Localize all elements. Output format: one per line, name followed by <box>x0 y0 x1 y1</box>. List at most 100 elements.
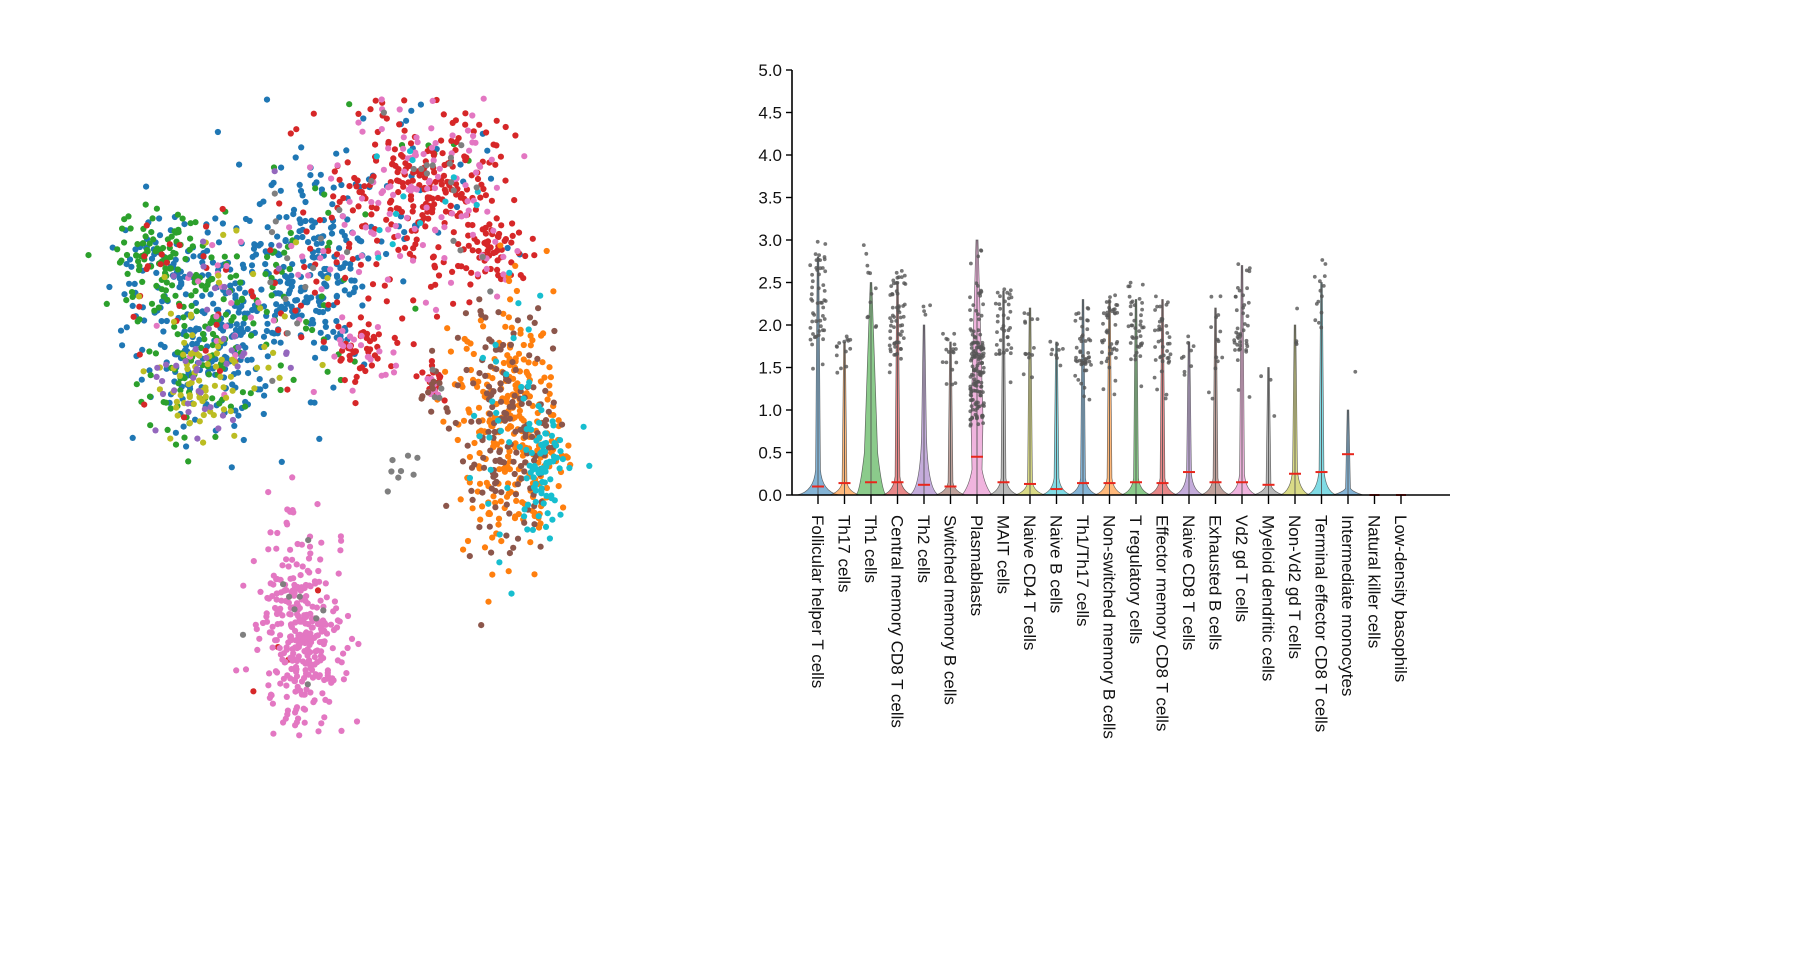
umap-point <box>330 184 337 191</box>
violin-point <box>894 281 898 285</box>
umap-point <box>431 394 438 401</box>
umap-point <box>349 207 356 214</box>
umap-point <box>281 587 288 594</box>
violin-point <box>968 295 972 300</box>
umap-point <box>457 194 464 201</box>
violin-point <box>979 380 984 385</box>
umap-point <box>418 395 425 402</box>
umap-point <box>496 448 503 456</box>
umap-point <box>344 612 352 620</box>
umap-point <box>139 278 146 285</box>
umap-point <box>493 215 500 222</box>
umap-point <box>487 447 494 454</box>
violin-bodies <box>796 239 1364 496</box>
umap-point <box>292 239 300 246</box>
umap-point <box>330 677 337 684</box>
umap-point <box>422 299 429 306</box>
umap-point <box>544 510 551 517</box>
umap-point <box>263 96 271 103</box>
umap-point <box>276 374 283 381</box>
umap-point <box>181 375 188 382</box>
umap-point <box>268 182 275 189</box>
x-tick-label: T regulatory cells <box>1126 515 1145 644</box>
umap-point <box>512 444 519 451</box>
umap-point <box>182 255 189 263</box>
violin-point <box>945 337 950 342</box>
umap-point <box>490 388 497 395</box>
umap-point <box>531 521 538 528</box>
umap-point <box>529 433 536 440</box>
umap-point <box>128 289 136 296</box>
violin-point <box>972 368 977 373</box>
umap-point <box>525 400 533 407</box>
umap-point <box>437 373 444 380</box>
violin-point <box>950 382 955 387</box>
umap-point <box>204 247 211 254</box>
umap-point <box>127 225 134 232</box>
umap-point <box>556 437 564 444</box>
umap-point <box>506 403 513 410</box>
umap-point <box>152 427 159 434</box>
violin-point <box>1002 287 1007 292</box>
umap-point <box>549 516 556 523</box>
umap-point <box>461 153 468 160</box>
umap-point <box>239 389 246 396</box>
violin-point <box>1321 284 1326 288</box>
umap-point <box>433 313 441 320</box>
umap-point <box>436 165 443 172</box>
umap-point <box>344 159 351 166</box>
violin-point <box>1127 294 1132 299</box>
umap-point <box>425 389 432 396</box>
umap-point <box>359 302 366 309</box>
umap-point <box>467 281 474 288</box>
violin-point <box>1073 373 1078 378</box>
umap-point <box>293 126 300 133</box>
umap-point <box>277 651 284 658</box>
umap-point <box>132 246 139 253</box>
umap-point <box>355 110 362 117</box>
umap-point <box>542 523 550 531</box>
umap-point <box>403 235 410 242</box>
umap-point <box>207 320 214 327</box>
umap-point <box>312 185 319 192</box>
umap-point <box>395 232 402 239</box>
umap-point <box>153 373 160 380</box>
umap-point <box>424 185 431 192</box>
umap-point <box>219 412 227 419</box>
violin-point <box>822 317 827 321</box>
umap-point <box>432 306 440 313</box>
umap-point <box>488 549 495 556</box>
umap-point <box>385 226 392 233</box>
umap-point <box>531 457 538 464</box>
umap-point <box>242 403 249 410</box>
violin-point <box>1189 348 1193 353</box>
umap-point <box>492 480 499 487</box>
umap-point <box>228 347 235 354</box>
umap-point <box>300 635 307 642</box>
violin-point <box>1189 364 1194 368</box>
violin-point <box>1233 294 1238 299</box>
umap-point <box>281 305 288 312</box>
umap-point <box>524 501 532 508</box>
umap-point <box>126 256 134 263</box>
umap-point <box>321 714 328 721</box>
umap-point <box>521 468 528 475</box>
umap-point <box>521 153 528 160</box>
umap-point <box>482 192 489 199</box>
umap-point <box>439 150 446 157</box>
umap-point <box>501 415 508 423</box>
umap-point <box>485 500 492 507</box>
umap-point <box>338 254 345 261</box>
umap-point <box>286 593 293 600</box>
umap-point <box>373 153 380 160</box>
umap-point <box>308 666 316 674</box>
umap-point <box>186 419 193 427</box>
umap-point <box>278 164 285 171</box>
umap-point <box>524 526 531 533</box>
umap-point <box>269 700 276 707</box>
violin-point <box>821 337 825 342</box>
umap-point <box>303 228 310 235</box>
violin-point <box>1320 258 1325 262</box>
umap-point <box>541 440 548 447</box>
umap-point <box>500 271 507 278</box>
